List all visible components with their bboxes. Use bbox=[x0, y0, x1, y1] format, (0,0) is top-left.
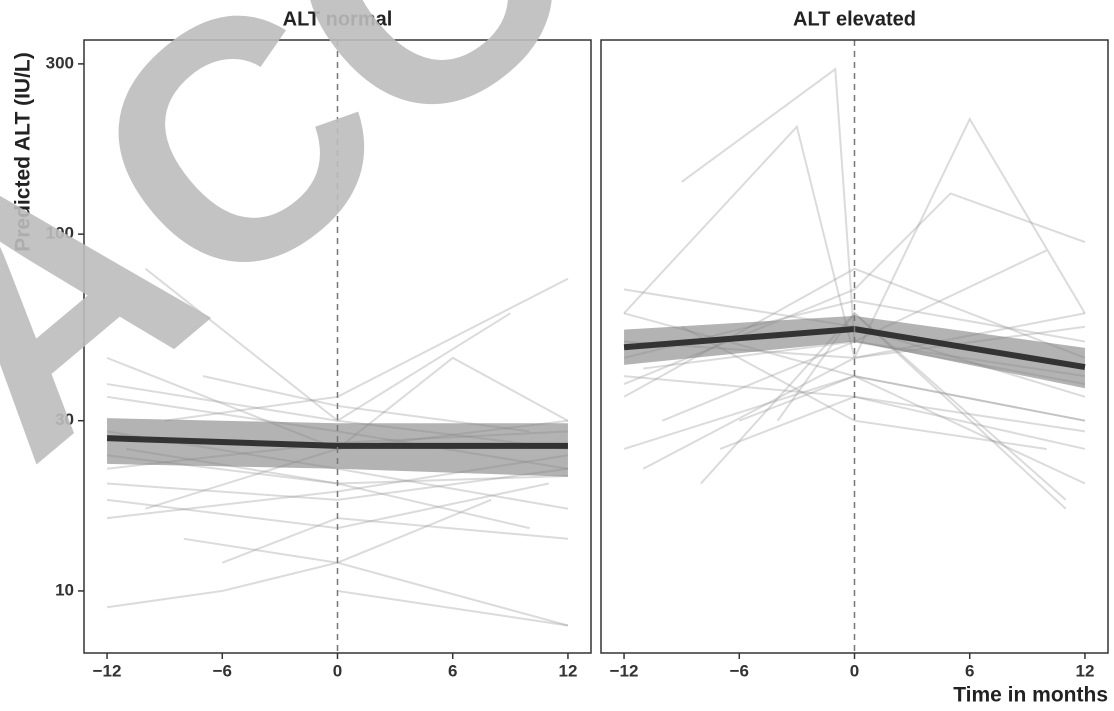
mean-line bbox=[106, 435, 568, 449]
individual-line bbox=[681, 325, 1047, 450]
individual-line bbox=[144, 267, 511, 422]
y-tick-label: 300 bbox=[46, 53, 74, 72]
x-tick-label: 6 bbox=[448, 661, 457, 680]
individual-line bbox=[738, 375, 1086, 485]
y-tick-label: 100 bbox=[46, 224, 74, 243]
x-tick-label: 12 bbox=[558, 661, 577, 680]
strip-title: ALT elevated bbox=[793, 8, 916, 30]
individual-line bbox=[776, 311, 1067, 510]
x-tick-label: −12 bbox=[610, 661, 639, 680]
individual-line bbox=[337, 589, 569, 627]
x-tick-label: −6 bbox=[730, 661, 749, 680]
x-tick-label: 0 bbox=[333, 661, 342, 680]
x-tick-label: 6 bbox=[965, 661, 974, 680]
confidence-band bbox=[624, 315, 1085, 389]
strip-title: ALT normal bbox=[283, 8, 393, 30]
individual-line bbox=[642, 117, 1086, 470]
individual-line bbox=[145, 356, 569, 510]
individual-line bbox=[106, 561, 569, 627]
x-tick-label: 12 bbox=[1075, 661, 1094, 680]
x-tick-label: −12 bbox=[93, 661, 122, 680]
x-tick-label: 0 bbox=[850, 661, 859, 680]
y-axis-title: Predicted ALT (IU/L) bbox=[12, 52, 35, 252]
y-tick-label: 30 bbox=[55, 410, 74, 429]
y-tick-label: 10 bbox=[55, 580, 74, 599]
individual-line bbox=[719, 395, 1086, 450]
individual-line bbox=[700, 311, 1067, 501]
panel bbox=[623, 67, 1086, 510]
x-tick-label: −6 bbox=[213, 661, 232, 680]
x-axis-title: Time in months bbox=[953, 684, 1108, 707]
individual-line bbox=[106, 467, 569, 501]
plots: ALT normal −12 −6 0 6 12 10 30 100 300 Predicted A… bbox=[12, 8, 1109, 707]
individual-line bbox=[623, 375, 1086, 450]
